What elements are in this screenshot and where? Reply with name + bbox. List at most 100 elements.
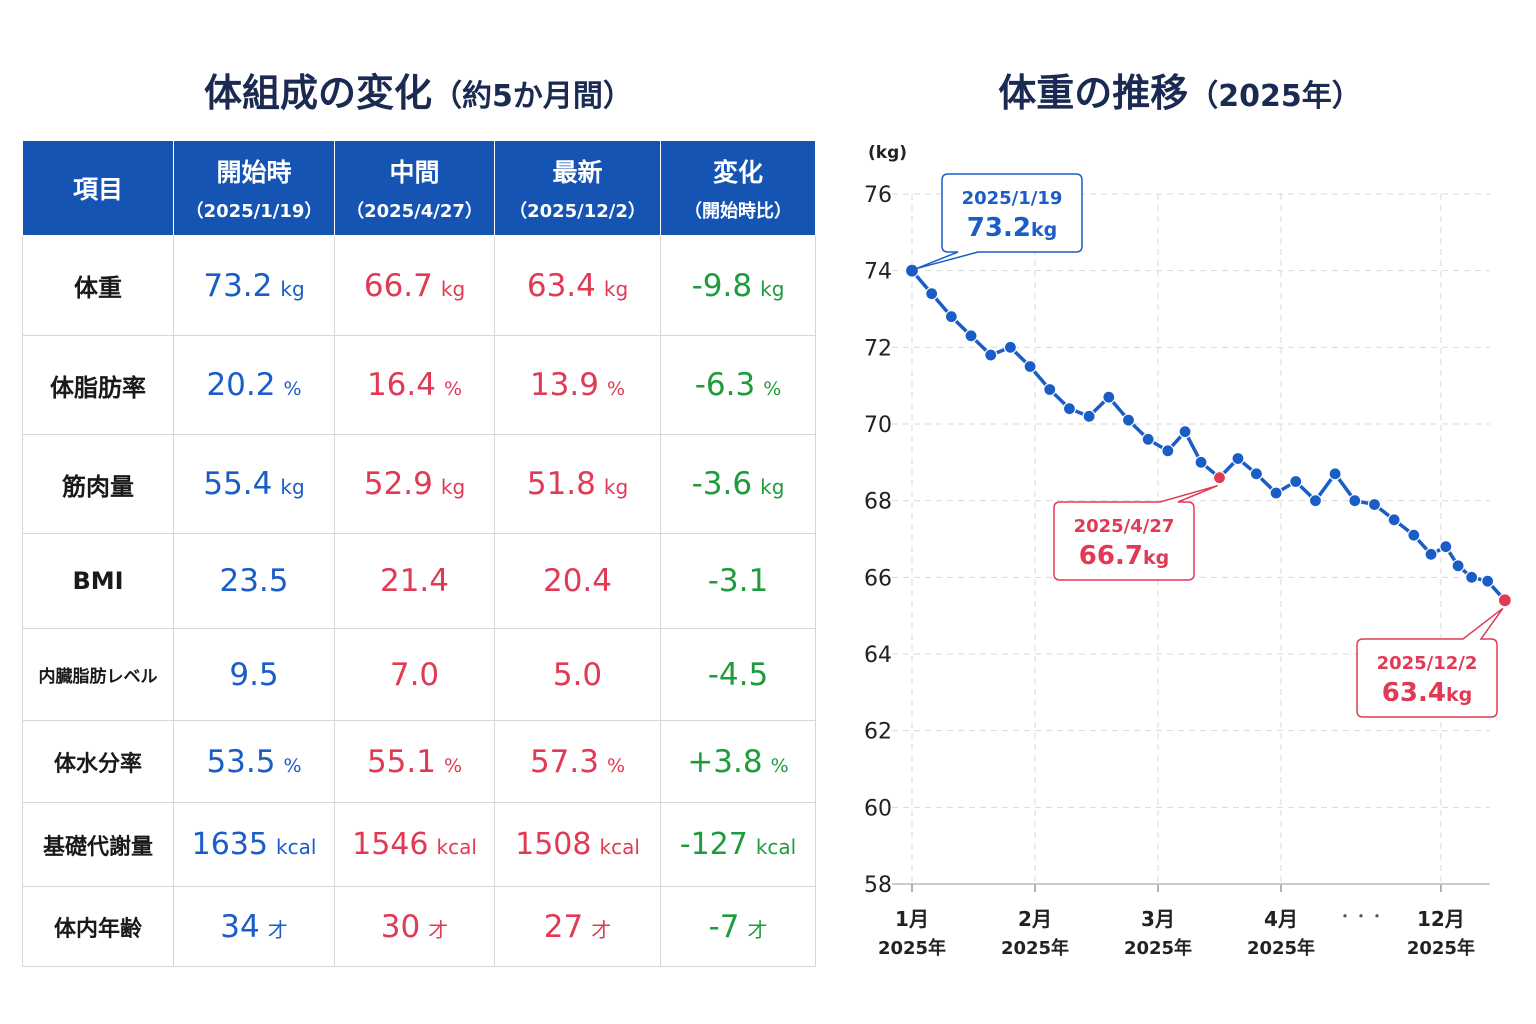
data-point xyxy=(904,263,920,278)
data-point xyxy=(1308,494,1323,508)
callout-box xyxy=(915,173,1083,270)
cell-change: -127 kcal xyxy=(660,802,816,887)
cell-latest: 13.9% xyxy=(494,335,661,435)
cell-mid: 30 才 xyxy=(334,886,495,967)
weight-series-line xyxy=(910,269,1507,602)
row-label: BMI xyxy=(22,533,174,629)
callout-date: 2025/4/27 xyxy=(1074,516,1175,537)
data-point xyxy=(1451,559,1465,573)
body-composition-table: 項目 開始時 （2025/1/19） 中間 （2025/4/27） 最新 （2025/… xyxy=(22,140,816,967)
cell-mid: 55.1% xyxy=(334,720,495,803)
x-tick-label: 2月 xyxy=(1018,907,1052,931)
y-tick-label: 74 xyxy=(864,260,892,285)
callout-box xyxy=(1053,484,1218,581)
cell-mid: 21.4 xyxy=(334,533,495,629)
y-tick-label: 70 xyxy=(864,413,892,438)
table-row: 内臓脂肪レベル 9.5 7.0 5.0 -4.5 xyxy=(22,628,816,721)
row-label: 体脂肪率 xyxy=(22,335,174,435)
data-point xyxy=(1269,486,1283,500)
x-tick-label: 1月 xyxy=(895,907,929,931)
row-label: 基礎代謝量 xyxy=(22,802,174,887)
cell-latest: 27 才 xyxy=(494,886,661,967)
table-row: 体水分率 53.5% 55.1% 57.3% +3.8% xyxy=(22,720,816,803)
cell-latest: 20.4 xyxy=(494,533,661,629)
cell-latest: 51.8 kg xyxy=(494,434,661,534)
header-change: 変化 （開始時比） xyxy=(660,140,816,236)
cell-mid: 7.0 xyxy=(334,628,495,721)
cell-mid: 66.7 kg xyxy=(334,235,495,336)
callout-box xyxy=(1356,607,1504,718)
cell-change: +3.8% xyxy=(660,720,816,803)
y-tick-label: 62 xyxy=(864,720,892,745)
x-tick-year-label: 2025年 xyxy=(1247,937,1315,959)
x-axis-break-label: ・・・ xyxy=(1337,907,1385,926)
cell-change: -6.3% xyxy=(660,335,816,435)
data-point xyxy=(1348,494,1362,508)
data-point xyxy=(1367,497,1382,512)
chart-title: 体重の推移（2025年） xyxy=(998,71,1362,115)
table-row: 筋肉量 55.4 kg 52.9 kg 51.8 kg -3.6 kg xyxy=(22,434,816,534)
data-point xyxy=(1102,390,1116,404)
data-point xyxy=(1328,467,1342,481)
data-point xyxy=(1062,402,1077,416)
header-item: 項目 xyxy=(22,140,174,236)
x-tick-year-label: 2025年 xyxy=(878,937,946,959)
data-point xyxy=(1424,547,1438,561)
y-tick-label: 76 xyxy=(864,183,892,208)
header-start: 開始時 （2025/1/19） xyxy=(173,140,335,236)
x-tick-label: 4月 xyxy=(1264,907,1298,931)
cell-change: -9.8 kg xyxy=(660,235,816,336)
data-point xyxy=(964,329,978,343)
data-point xyxy=(984,348,998,362)
cell-latest: 5.0 xyxy=(494,628,661,721)
table-row: 体重 73.2 kg 66.7 kg 63.4 kg -9.8 kg xyxy=(22,235,816,336)
cell-latest: 57.3% xyxy=(494,720,661,803)
cell-mid: 52.9 kg xyxy=(334,434,495,534)
y-tick-label: 64 xyxy=(864,643,892,668)
y-tick-label: 58 xyxy=(864,873,892,898)
data-point xyxy=(1178,425,1192,439)
cell-start: 23.5 xyxy=(173,533,335,629)
y-axis-unit-label: (kg) xyxy=(868,143,907,163)
header-mid: 中間 （2025/4/27） xyxy=(334,140,495,236)
data-point xyxy=(1141,432,1155,446)
y-tick-label: 72 xyxy=(864,336,892,361)
row-label: 内臓脂肪レベル xyxy=(22,628,174,721)
cell-start: 34 才 xyxy=(173,886,335,967)
cell-start: 20.2% xyxy=(173,335,335,435)
cell-start: 1635 kcal xyxy=(173,802,335,887)
cell-mid: 1546 kcal xyxy=(334,802,495,887)
row-label: 筋肉量 xyxy=(22,434,174,534)
x-tick-year-label: 2025年 xyxy=(1001,937,1069,959)
data-point xyxy=(1407,528,1421,542)
cell-mid: 16.4% xyxy=(334,335,495,435)
cell-change: -4.5 xyxy=(660,628,816,721)
data-point xyxy=(1231,451,1245,466)
header-latest: 最新 （2025/12/2） xyxy=(494,140,661,236)
data-point xyxy=(925,287,939,301)
data-point xyxy=(1003,340,1017,354)
y-tick-label: 60 xyxy=(864,796,892,821)
cell-latest: 63.4 kg xyxy=(494,235,661,336)
table-row: 体内年齢 34 才 30 才 27 才 -7 才 xyxy=(22,886,816,967)
cell-change: -3.1 xyxy=(660,533,816,629)
x-tick-label: 12月 xyxy=(1417,907,1465,931)
data-point xyxy=(1439,540,1453,554)
data-point xyxy=(1289,474,1303,489)
x-tick-year-label: 2025年 xyxy=(1407,937,1475,959)
y-tick-label: 66 xyxy=(864,566,892,591)
data-point xyxy=(1465,570,1479,584)
data-point xyxy=(1497,593,1512,608)
weight-line-chart: (kg) 58 60 62 64 66 68 70 72 74 76 1月 2025年 2月 2025年 3月… xyxy=(864,143,1512,959)
table-row: 体脂肪率 20.2% 16.4% 13.9% -6.3% xyxy=(22,335,816,435)
cell-change: -7 才 xyxy=(660,886,816,967)
data-point xyxy=(1023,359,1037,374)
callout-unit: kg xyxy=(1031,219,1057,241)
data-point xyxy=(1194,455,1208,469)
callout-unit: kg xyxy=(1446,684,1472,706)
cell-start: 55.4 kg xyxy=(173,434,335,534)
data-point xyxy=(1121,413,1136,427)
cell-start: 9.5 xyxy=(173,628,335,721)
x-tick-label: 3月 xyxy=(1141,907,1175,931)
table-row: BMI 23.5 21.4 20.4 -3.1 xyxy=(22,533,816,629)
